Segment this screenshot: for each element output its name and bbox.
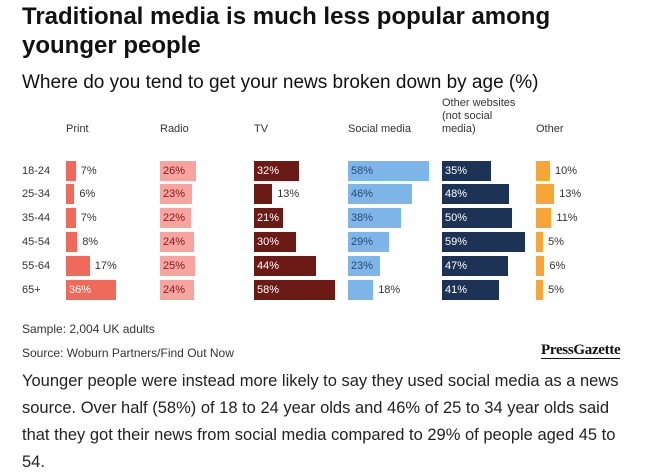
value-label-3-5: 18%	[378, 284, 401, 296]
value-label-2-5: 58%	[257, 284, 280, 296]
bar-1-1	[160, 184, 193, 204]
bar-5-3	[536, 232, 543, 252]
bar-1-3	[160, 232, 194, 252]
source-note: Source: Woburn Partners/Find Out Now	[22, 346, 234, 360]
value-label-1-3: 24%	[163, 236, 186, 248]
bar-4-4	[442, 256, 508, 276]
row-label-3: 45-54	[22, 236, 51, 248]
column-header-1: Radio	[160, 123, 189, 135]
value-label-0-0: 7%	[80, 165, 97, 177]
bar-1-2	[160, 208, 191, 228]
value-label-0-5: 36%	[69, 284, 92, 296]
bar-0-5	[66, 280, 117, 300]
bar-0-2	[66, 208, 76, 228]
row-label-1: 25-34	[22, 188, 51, 200]
bar-2-4	[254, 256, 316, 276]
value-label-1-5: 24%	[163, 284, 186, 296]
value-label-4-4: 47%	[445, 260, 468, 272]
value-label-2-0: 32%	[257, 165, 280, 177]
bar-4-0	[442, 161, 491, 181]
value-label-4-0: 35%	[445, 165, 468, 177]
value-label-5-3: 5%	[548, 236, 564, 248]
row-label-0: 18-24	[22, 165, 51, 177]
bar-5-4	[536, 256, 545, 276]
value-label-1-4: 25%	[163, 260, 186, 272]
value-label-4-3: 59%	[445, 236, 468, 248]
value-label-2-1: 13%	[277, 188, 300, 200]
value-label-1-0: 26%	[163, 165, 186, 177]
bar-4-1	[442, 184, 510, 204]
value-label-3-4: 23%	[351, 260, 374, 272]
value-label-2-4: 44%	[257, 260, 280, 272]
value-label-4-1: 48%	[445, 188, 468, 200]
value-label-5-0: 10%	[555, 165, 578, 177]
bar-5-0	[536, 161, 550, 181]
bar-2-5	[254, 280, 336, 300]
value-label-0-3: 8%	[82, 236, 99, 248]
value-label-3-2: 38%	[351, 212, 374, 224]
bar-5-2	[536, 208, 552, 228]
pressgazette-logo: PressGazette	[541, 342, 621, 359]
value-label-4-5: 41%	[445, 284, 468, 296]
column-header-5: Other	[536, 123, 564, 135]
bar-0-0	[66, 161, 76, 181]
value-label-5-5: 5%	[548, 284, 564, 296]
value-label-1-2: 22%	[163, 212, 186, 224]
column-header-3: Social media	[348, 123, 411, 135]
bar-3-1	[348, 184, 413, 204]
value-label-5-1: 13%	[559, 188, 582, 200]
value-label-2-2: 21%	[257, 212, 280, 224]
value-label-3-1: 46%	[351, 188, 374, 200]
bar-1-5	[160, 280, 194, 300]
sample-note: Sample: 2,004 UK adults	[22, 322, 155, 336]
bar-1-4	[160, 256, 195, 276]
value-label-0-1: 6%	[79, 188, 96, 200]
bar-3-2	[348, 208, 402, 228]
bar-0-3	[66, 232, 78, 252]
value-label-5-4: 6%	[549, 260, 566, 272]
value-label-2-3: 30%	[257, 236, 280, 248]
bar-2-0	[254, 161, 299, 181]
row-label-5: 65+	[22, 284, 41, 296]
value-label-4-2: 50%	[445, 212, 468, 224]
bar-4-2	[442, 208, 512, 228]
chart-subtitle: Where do you tend to get your news broke…	[22, 72, 539, 93]
column-header-0: Print	[66, 123, 89, 135]
bar-4-5	[442, 280, 500, 300]
bar-0-4	[66, 256, 90, 276]
bar-5-5	[536, 280, 543, 300]
bar-2-2	[254, 208, 284, 228]
chart-title: Traditional media is much less popular a…	[22, 3, 551, 59]
value-label-0-2: 7%	[80, 212, 97, 224]
bar-0-1	[66, 184, 75, 204]
bar-3-5	[348, 280, 374, 300]
bar-chart: Print 7% 6% 7% 8% 17% 36% Radio 26% 23% 22% 24% 25% 2…	[22, 97, 582, 300]
value-label-3-0: 58%	[351, 165, 374, 177]
bar-5-1	[536, 184, 555, 204]
bar-1-0	[160, 161, 197, 181]
bar-2-3	[254, 232, 296, 252]
value-label-5-2: 11%	[556, 212, 578, 224]
column-header-2: TV	[254, 123, 269, 135]
bar-3-3	[348, 232, 389, 252]
bar-2-1	[254, 184, 273, 204]
value-label-1-1: 23%	[163, 188, 186, 200]
article-paragraph: Younger people were instead more likely …	[22, 372, 619, 471]
bar-4-3	[442, 232, 525, 252]
column-header-4: Other websites (not social media)	[442, 97, 516, 135]
row-label-4: 55-64	[22, 260, 51, 272]
bar-3-0	[348, 161, 430, 181]
value-label-0-4: 17%	[94, 260, 117, 272]
row-label-2: 35-44	[22, 212, 51, 224]
value-label-3-3: 29%	[351, 236, 374, 248]
bar-3-4	[348, 256, 381, 276]
